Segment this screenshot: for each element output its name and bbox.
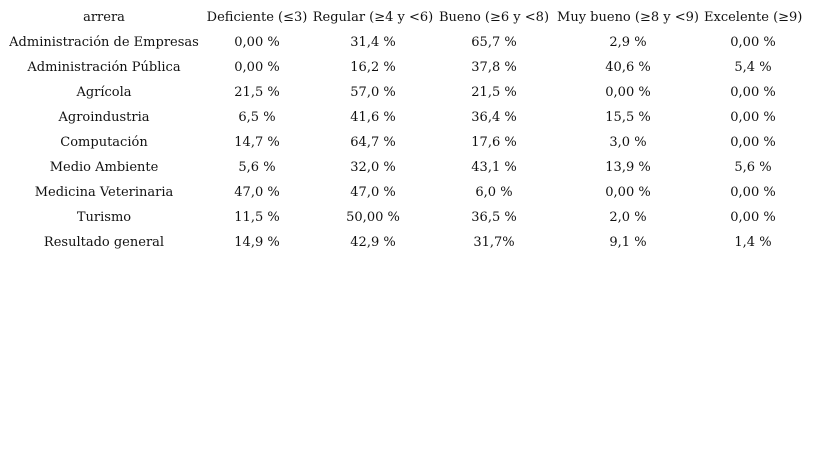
cell-excelente: 0,00 % xyxy=(730,210,776,225)
table-row: Agroindustria 6,5 % 41,6 % 36,4 % 15,5 %… xyxy=(4,105,812,130)
cell-bueno: 31,7% xyxy=(473,235,515,250)
table-row-summary: Resultado general 14,9 % 42,9 % 31,7% 9,… xyxy=(4,230,812,255)
cell-bueno: 37,8 % xyxy=(471,60,517,75)
row-label: Administración de Empresas xyxy=(9,35,199,50)
cell-excelente: 0,00 % xyxy=(730,85,776,100)
cell-bueno: 65,7 % xyxy=(471,35,517,50)
cell-regular: 42,9 % xyxy=(350,235,396,250)
table-row: Turismo 11,5 % 50,00 % 36,5 % 2,0 % 0,00… xyxy=(4,205,812,230)
table-row: Administración Pública 0,00 % 16,2 % 37,… xyxy=(4,55,812,80)
cell-deficiente: 14,9 % xyxy=(234,235,280,250)
cell-bueno: 6,0 % xyxy=(475,185,513,200)
cell-muy-bueno: 15,5 % xyxy=(605,110,651,125)
header-career: arrera xyxy=(83,10,125,25)
table-header-row: arrera Deficiente (≤3) Regular (≥4 y <6)… xyxy=(4,5,812,30)
cell-deficiente: 0,00 % xyxy=(234,60,280,75)
cell-muy-bueno: 40,6 % xyxy=(605,60,651,75)
row-label: Medio Ambiente xyxy=(49,160,159,175)
cell-muy-bueno: 3,0 % xyxy=(609,135,647,150)
table-row: Agrícola 21,5 % 57,0 % 21,5 % 0,00 % 0,0… xyxy=(4,80,812,105)
cell-excelente: 0,00 % xyxy=(730,110,776,125)
cell-bueno: 17,6 % xyxy=(471,135,517,150)
cell-deficiente: 0,00 % xyxy=(234,35,280,50)
cell-deficiente: 5,6 % xyxy=(238,160,276,175)
cell-excelente: 0,00 % xyxy=(730,135,776,150)
table-row: Administración de Empresas 0,00 % 31,4 %… xyxy=(4,30,812,55)
row-label: Agrícola xyxy=(76,85,132,100)
cell-deficiente: 14,7 % xyxy=(234,135,280,150)
cell-excelente: 0,00 % xyxy=(730,185,776,200)
cell-excelente: 5,4 % xyxy=(734,60,772,75)
row-label: Resultado general xyxy=(43,235,165,250)
row-label: Administración Pública xyxy=(27,60,181,75)
cell-bueno: 36,4 % xyxy=(471,110,517,125)
cell-muy-bueno: 0,00 % xyxy=(605,85,651,100)
table-row: Medicina Veterinaria 47,0 % 47,0 % 6,0 %… xyxy=(4,180,812,205)
row-label: Turismo xyxy=(76,210,132,225)
cell-deficiente: 47,0 % xyxy=(234,185,280,200)
header-excelente: Excelente (≥9) xyxy=(704,10,803,25)
cell-muy-bueno: 2,0 % xyxy=(609,210,647,225)
cell-regular: 41,6 % xyxy=(350,110,396,125)
cell-regular: 57,0 % xyxy=(350,85,396,100)
cell-muy-bueno: 0,00 % xyxy=(605,185,651,200)
cell-regular: 64,7 % xyxy=(350,135,396,150)
cell-muy-bueno: 2,9 % xyxy=(609,35,647,50)
header-regular: Regular (≥4 y <6) xyxy=(312,10,434,25)
cell-regular: 50,00 % xyxy=(346,210,400,225)
header-bueno: Bueno (≥6 y <8) xyxy=(438,10,550,25)
cell-excelente: 1,4 % xyxy=(734,235,772,250)
cell-deficiente: 11,5 % xyxy=(234,210,280,225)
table-row: Computación 14,7 % 64,7 % 17,6 % 3,0 % 0… xyxy=(4,130,812,155)
header-muy-bueno: Muy bueno (≥8 y <9) xyxy=(557,10,699,25)
cell-bueno: 43,1 % xyxy=(471,160,517,175)
cell-excelente: 5,6 % xyxy=(734,160,772,175)
cell-muy-bueno: 13,9 % xyxy=(605,160,651,175)
cell-deficiente: 6,5 % xyxy=(238,110,276,125)
cell-bueno: 21,5 % xyxy=(471,85,517,100)
row-label: Computación xyxy=(60,135,148,150)
cell-regular: 47,0 % xyxy=(350,185,396,200)
cell-regular: 31,4 % xyxy=(350,35,396,50)
cell-regular: 16,2 % xyxy=(350,60,396,75)
row-label: Medicina Veterinaria xyxy=(34,185,174,200)
cell-regular: 32,0 % xyxy=(350,160,396,175)
cell-excelente: 0,00 % xyxy=(730,35,776,50)
cell-muy-bueno: 9,1 % xyxy=(609,235,647,250)
table-row: Medio Ambiente 5,6 % 32,0 % 43,1 % 13,9 … xyxy=(4,155,812,180)
header-deficiente: Deficiente (≤3) xyxy=(206,10,308,25)
cell-deficiente: 21,5 % xyxy=(234,85,280,100)
results-table: arrera Deficiente (≤3) Regular (≥4 y <6)… xyxy=(4,5,812,255)
cell-bueno: 36,5 % xyxy=(471,210,517,225)
row-label: Agroindustria xyxy=(58,110,150,125)
